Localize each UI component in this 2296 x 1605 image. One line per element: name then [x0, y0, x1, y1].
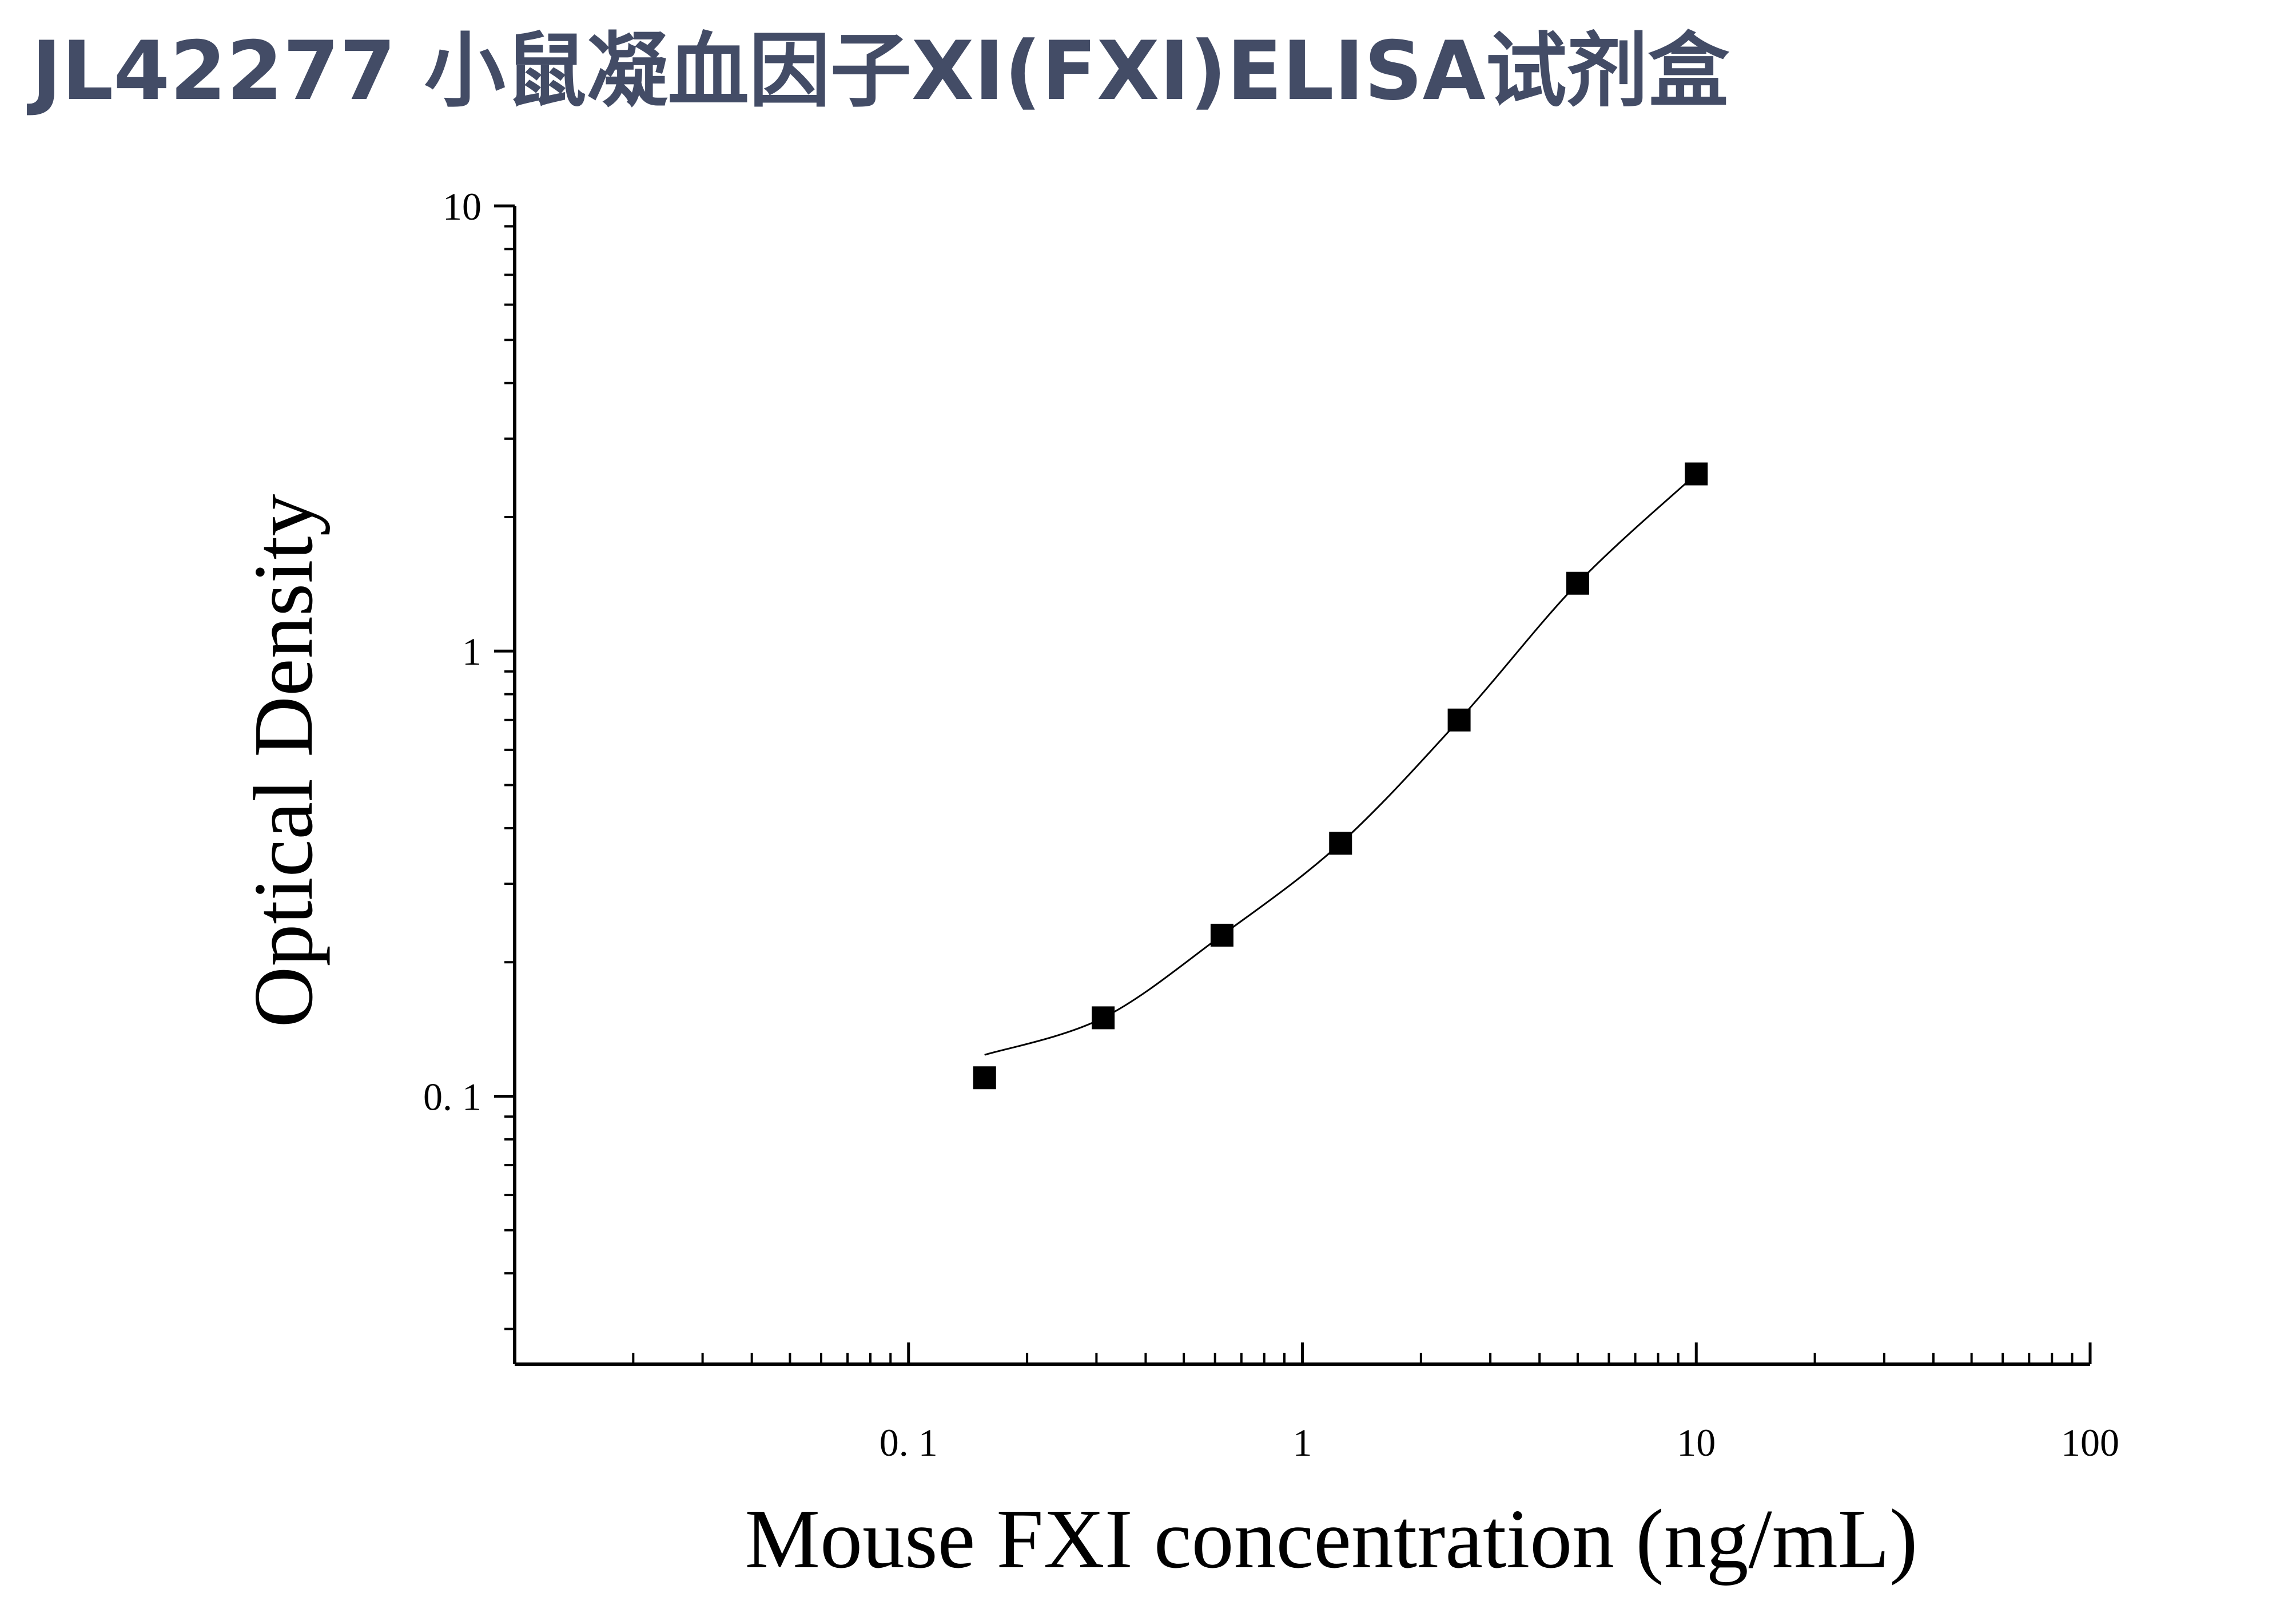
data-point: [973, 1066, 996, 1090]
y-tick-labels: 0. 1 1 10: [423, 185, 482, 1118]
x-tick-labels: 0. 1 1 10 100: [880, 1421, 2119, 1464]
data-markers: [973, 462, 1708, 1090]
x-axis-title: Mouse FXI concentration (ng/mL): [745, 1492, 1918, 1586]
x-tick-label: 1: [1293, 1421, 1312, 1464]
y-axis-title: Optical Density: [237, 494, 331, 1027]
data-point: [1447, 708, 1471, 732]
x-tick-label: 10: [1677, 1421, 1716, 1464]
data-point: [1685, 462, 1708, 486]
data-point: [1210, 923, 1233, 947]
y-tick-label: 1: [462, 630, 482, 673]
y-tick-label: 0. 1: [423, 1075, 482, 1118]
x-tick-label: 0. 1: [880, 1421, 938, 1464]
x-tick-label: 100: [2061, 1421, 2119, 1464]
data-point: [1329, 832, 1352, 855]
page-title: JL42277 小鼠凝血因子XI(FXI)ELISA试剂盒: [31, 24, 1729, 118]
y-tick-label: 10: [443, 185, 482, 228]
data-point: [1566, 571, 1589, 595]
data-point: [1092, 1006, 1115, 1030]
fit-curve: [984, 473, 1697, 1056]
chart-axes: [494, 204, 2092, 1366]
